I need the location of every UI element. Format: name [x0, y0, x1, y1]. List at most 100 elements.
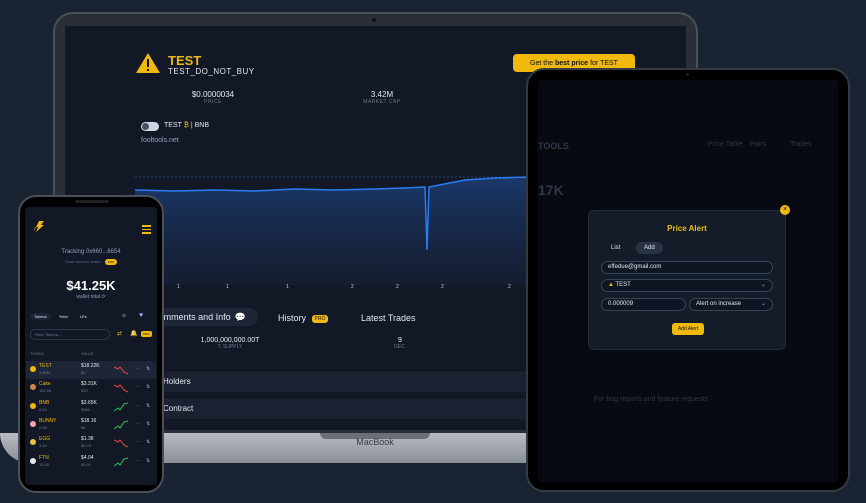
- list-item[interactable]: BUNNY 2.88 $18.16 $6 ⋯ ⇅: [26, 416, 156, 434]
- close-icon[interactable]: ×: [780, 205, 790, 215]
- swap-icon[interactable]: ⇅: [146, 420, 151, 427]
- swap-icon[interactable]: ⇄: [117, 331, 123, 337]
- pair-toggle[interactable]: [141, 122, 159, 131]
- bnb-icon: ₿: [183, 122, 189, 129]
- contract-section[interactable]: Contract: [135, 397, 530, 419]
- tab-lps[interactable]: LPs: [79, 314, 87, 319]
- swap-icon[interactable]: ⇅: [146, 402, 151, 409]
- track-other-label: Track another wallet: [64, 259, 101, 265]
- supply-label: T. SUPPLY: [217, 344, 243, 350]
- tab-trades[interactable]: Latest Trades: [361, 313, 416, 323]
- more-icon[interactable]: ⋯: [136, 457, 141, 464]
- warning-icon: ▲: [608, 282, 614, 288]
- phone-speaker: [75, 200, 109, 203]
- wallet-total-label: wallet total ⟳: [25, 294, 157, 300]
- token-name: EGG: [39, 436, 51, 443]
- tab-add[interactable]: Add: [636, 242, 663, 254]
- pair-label: TEST ₿ | BNB: [164, 122, 209, 129]
- bg-tab: Pairs: [750, 141, 766, 148]
- tab-history-label: History: [278, 313, 307, 323]
- laptop-brand: MacBook: [356, 437, 394, 447]
- swap-icon[interactable]: ⇅: [146, 457, 151, 464]
- best-price-prefix: Get the: [530, 59, 553, 67]
- sparkline: [114, 366, 128, 375]
- tab-tokens[interactable]: Tokens: [30, 313, 51, 320]
- menu-icon[interactable]: [142, 225, 151, 236]
- token-select[interactable]: ▲ TEST ⌄: [601, 279, 773, 292]
- filter-input[interactable]: Filter Tokens...: [30, 329, 110, 340]
- pro-badge: PRO: [311, 314, 329, 323]
- list-item[interactable]: TEST 3.88M $18.22K $0 ⋯ ⇅: [26, 361, 156, 379]
- list-item[interactable]: FTN 13.00 $4.04 $0.31 ⋯ ⇅: [26, 453, 156, 471]
- token-amount: 3.88M: [39, 370, 51, 375]
- token-icon: [30, 384, 36, 391]
- more-icon[interactable]: ⋯: [136, 439, 141, 446]
- list-item[interactable]: BNB 5.53 $3.65K $660 ⋯ ⇅: [26, 398, 156, 416]
- swap-icon[interactable]: ⇅: [146, 366, 151, 372]
- list-item[interactable]: EGG 3.20 $1.38 $0.43 ⋯ ⇅: [26, 434, 156, 452]
- token-value: $3.31K: [81, 381, 97, 388]
- token-price: $0.43: [81, 443, 92, 449]
- add-alert-button[interactable]: Add Alert: [672, 323, 704, 335]
- more-icon[interactable]: ⋯: [136, 420, 141, 427]
- x-tick: 1: [226, 284, 229, 290]
- market-cap-label: MARKET CAP: [363, 99, 401, 105]
- logo-icon: [34, 221, 44, 232]
- list-item[interactable]: Cake 162.00 $3.31K $20 ⋯ ⇅: [26, 379, 156, 397]
- swap-icon[interactable]: ⇅: [146, 439, 151, 446]
- phone-screen: [25, 207, 157, 485]
- price-stat: $0.0000034 PRICE: [168, 90, 258, 105]
- token-amount: 162.00: [39, 388, 52, 394]
- token-icon: [30, 366, 36, 372]
- token-value: $18.22K: [81, 363, 100, 369]
- sparkline: [114, 457, 128, 466]
- bg-brand: TOOLS: [538, 141, 569, 151]
- col-value: VALUE: [81, 351, 94, 356]
- wallet-total-text: wallet total: [76, 294, 101, 300]
- amount-input[interactable]: 0.000009: [601, 298, 686, 311]
- tab-yield[interactable]: Yield: [58, 314, 68, 319]
- token-price: $0.31: [81, 461, 92, 467]
- token-icon: [30, 439, 36, 446]
- pro-badge: PRO: [104, 259, 118, 265]
- token-price: $20: [81, 388, 88, 394]
- sparkline: [114, 420, 128, 430]
- best-price-button[interactable]: Get the best price for TEST: [513, 54, 635, 72]
- supply-stat: 1,000,000,000.00T T. SUPPLY: [190, 337, 270, 350]
- price-value: $0.0000034: [191, 90, 235, 99]
- heart-icon[interactable]: ♥: [139, 312, 144, 319]
- bell-icon[interactable]: 🔔: [130, 331, 138, 337]
- token-symbol: TEST_DO_NOT_BUY: [168, 67, 255, 76]
- more-icon[interactable]: ⋯: [136, 366, 141, 372]
- tab-comments[interactable]: Comments and Info 💬: [140, 308, 258, 326]
- condition-select[interactable]: Alert on increase ⌄: [689, 298, 773, 311]
- token-amount: 2.88: [39, 424, 47, 430]
- more-icon[interactable]: ⋯: [136, 384, 141, 391]
- token-name: Cake: [39, 381, 51, 388]
- tab-history[interactable]: History PRO: [278, 313, 329, 323]
- holders-section[interactable]: Holders: [135, 370, 530, 392]
- email-field[interactable]: effedue@gmail.com: [601, 261, 773, 274]
- condition-value: Alert on increase: [696, 301, 742, 307]
- x-tick: 2: [441, 284, 444, 290]
- hide-icon[interactable]: ⊘: [122, 313, 127, 319]
- track-other-link[interactable]: Track another wallet PRO: [25, 259, 157, 265]
- token-icon: [30, 420, 36, 427]
- more-icon[interactable]: ⋯: [136, 402, 141, 409]
- wallet-value: $41.25K: [66, 278, 116, 293]
- swap-icon[interactable]: ⇅: [146, 384, 151, 391]
- warning-icon: [136, 53, 160, 73]
- best-price-suffix: for TEST: [590, 59, 618, 67]
- tab-list[interactable]: List: [611, 245, 621, 251]
- bg-tab: Trades: [790, 141, 812, 148]
- site-watermark: fooltools.net: [141, 137, 179, 144]
- chart-area: [135, 177, 530, 285]
- sparkline: [114, 439, 128, 448]
- chart-line: [135, 176, 530, 251]
- sparkline: [114, 402, 128, 411]
- supply-value: 1,000,000,000.00T: [200, 337, 260, 344]
- price-chart[interactable]: [135, 150, 530, 285]
- token-name: TEST: [168, 53, 202, 68]
- refresh-icon[interactable]: ⟳: [101, 294, 106, 300]
- pair-right: BNB: [194, 122, 210, 129]
